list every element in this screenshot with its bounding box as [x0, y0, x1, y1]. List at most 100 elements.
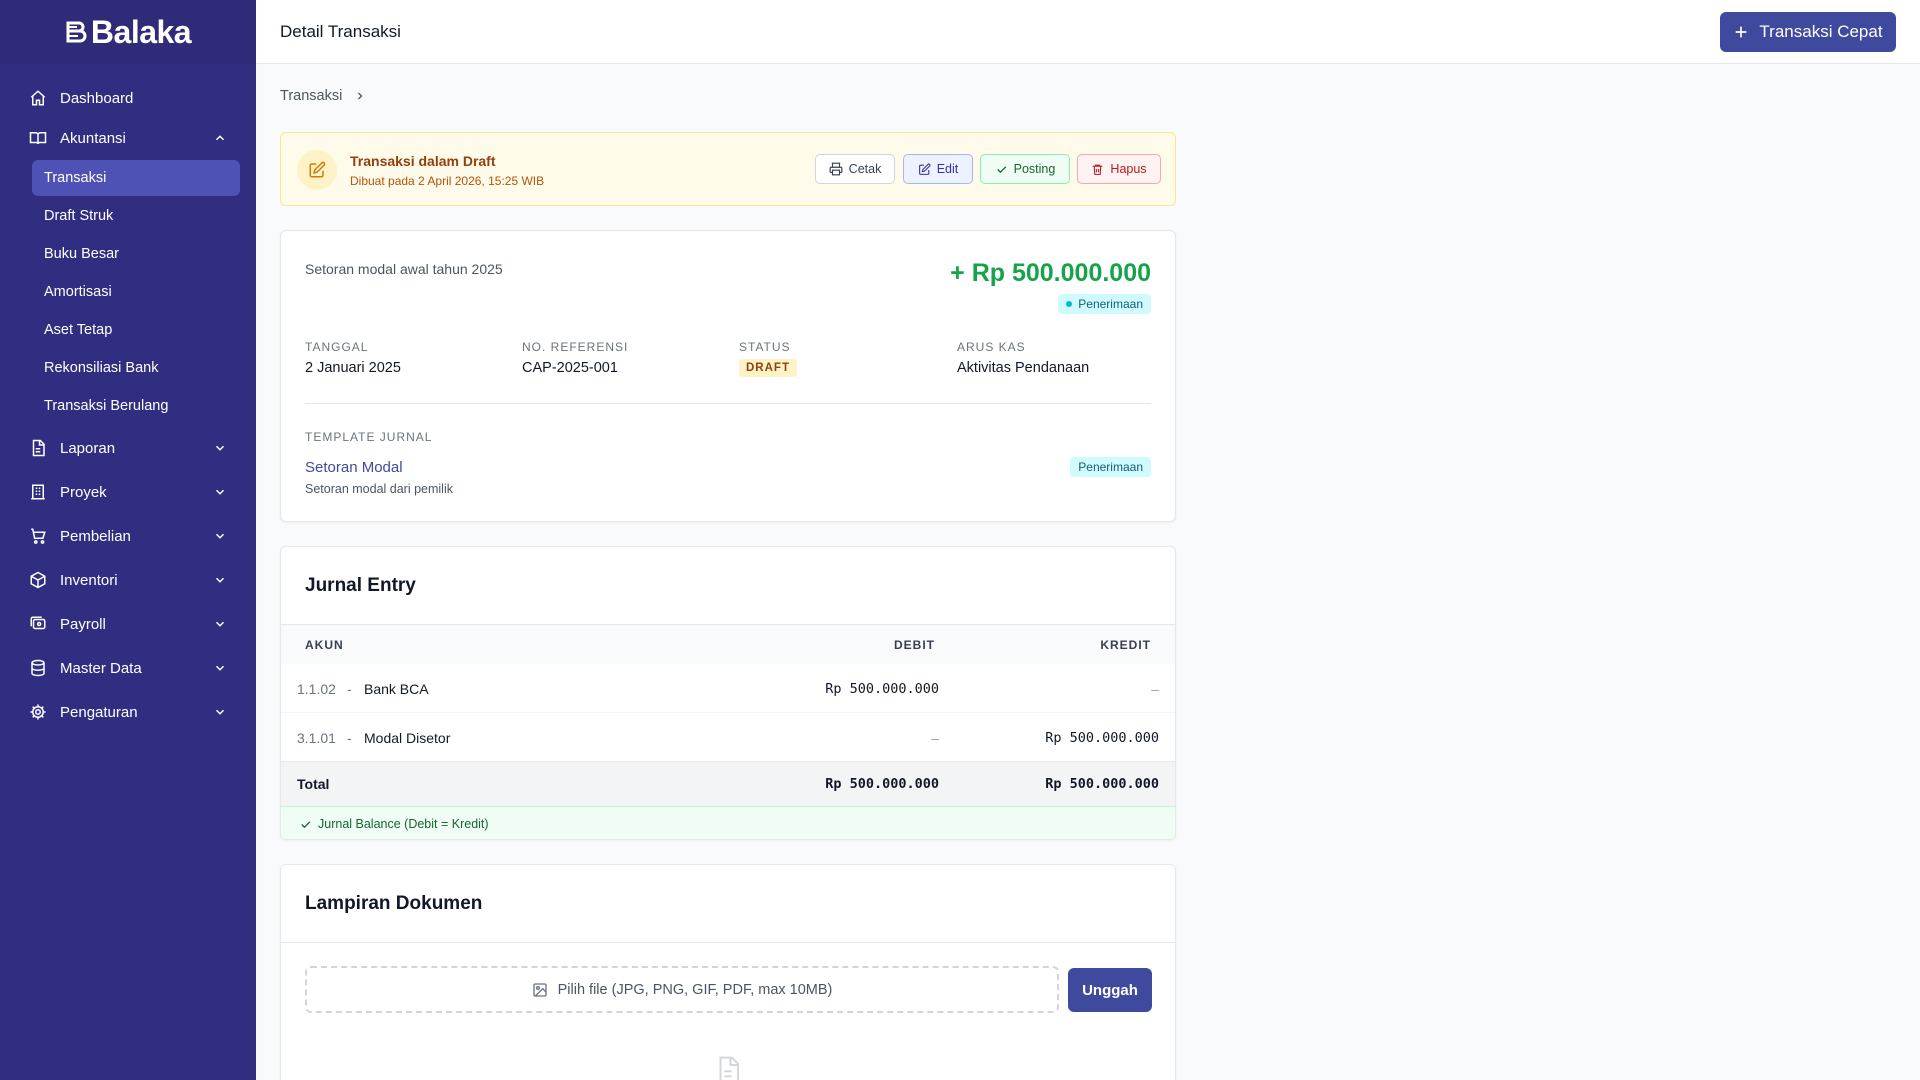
- meta-label: STATUS: [739, 340, 791, 354]
- account-code: 3.1.01: [297, 730, 336, 746]
- journal-table-header: AKUN DEBIT KREDIT: [281, 624, 1175, 664]
- sidebar-subitem-transaksi[interactable]: Transaksi: [32, 160, 240, 196]
- sidebar-subitem-draft-struk[interactable]: Draft Struk: [44, 208, 114, 224]
- chevron-down-icon: [212, 440, 228, 456]
- sidebar-subitem-amortisasi[interactable]: Amortisasi: [44, 284, 112, 300]
- breadcrumb: Transaksi: [280, 88, 366, 104]
- debit-value: –: [931, 730, 939, 746]
- sidebar: Balaka Dashboard Akuntansi Transaksi Dra…: [0, 0, 256, 1080]
- sidebar-item-master-data[interactable]: Master Data: [0, 646, 256, 690]
- chevron-down-icon: [212, 484, 228, 500]
- sidebar-item-label: Akuntansi: [60, 129, 126, 147]
- status-badge: DRAFT: [739, 359, 797, 377]
- template-label: TEMPLATE JURNAL: [305, 430, 433, 444]
- edit-icon: [918, 162, 931, 175]
- sidebar-item-laporan[interactable]: Laporan: [0, 426, 256, 470]
- check-icon: [996, 165, 1006, 173]
- app-logo[interactable]: Balaka: [0, 0, 256, 64]
- sidebar-item-label: Dashboard: [60, 89, 134, 107]
- chevron-down-icon: [212, 704, 228, 720]
- column-header-account: AKUN: [305, 638, 344, 652]
- edit-draft-icon: [297, 150, 337, 190]
- file-picker[interactable]: Pilih file (JPG, PNG, GIF, PDF, max 10MB…: [305, 966, 1059, 1013]
- document-icon: [713, 1055, 743, 1080]
- print-button[interactable]: Cetak: [815, 154, 895, 184]
- sidebar-subitem-aset-tetap[interactable]: Aset Tetap: [44, 322, 113, 338]
- account-separator: -: [347, 681, 352, 697]
- sidebar-item-proyek[interactable]: Proyek: [0, 470, 256, 514]
- sidebar-item-label: Pembelian: [60, 527, 131, 545]
- credit-value: –: [1151, 681, 1159, 697]
- chevron-up-icon: [212, 130, 228, 146]
- posting-button[interactable]: Posting: [980, 154, 1070, 184]
- sidebar-item-payroll[interactable]: Payroll: [0, 602, 256, 646]
- sidebar-item-akuntansi[interactable]: Akuntansi: [0, 118, 256, 158]
- home-icon: [28, 88, 48, 108]
- plus-icon: [1736, 26, 1747, 38]
- sidebar-item-dashboard[interactable]: Dashboard: [0, 78, 256, 118]
- meta-reference: NO. REFERENSI CAP-2025-001: [522, 340, 628, 376]
- template-link[interactable]: Setoran Modal: [305, 459, 403, 476]
- table-row: 1.1.02 - Bank BCA Rp 500.000.000 –: [281, 664, 1175, 713]
- gear-icon: [28, 702, 48, 722]
- badge-dot-icon: [1066, 301, 1073, 307]
- edit-button[interactable]: Edit: [903, 154, 973, 184]
- sidebar-subitem-rekonsiliasi-bank[interactable]: Rekonsiliasi Bank: [44, 360, 159, 376]
- credit-value: Rp 500.000.000: [1045, 730, 1159, 746]
- chevron-down-icon: [212, 616, 228, 632]
- cart-icon: [28, 526, 48, 546]
- meta-label: ARUS KAS: [957, 340, 1026, 354]
- column-header-debit: DEBIT: [894, 638, 935, 652]
- building-icon: [28, 482, 48, 502]
- sidebar-item-inventori[interactable]: Inventori: [0, 558, 256, 602]
- posting-label: Posting: [1013, 162, 1056, 176]
- quick-transaction-button[interactable]: Transaksi Cepat: [1720, 12, 1896, 52]
- meta-label: TANGGAL: [305, 340, 369, 354]
- top-header: Detail Transaksi Transaksi Cepat: [256, 0, 1920, 64]
- draft-banner: Transaksi dalam Draft Dibuat pada 2 Apri…: [280, 132, 1176, 206]
- sidebar-nav: Dashboard Akuntansi Transaksi Draft Stru…: [0, 64, 256, 734]
- sidebar-item-label: Master Data: [60, 659, 142, 677]
- delete-button[interactable]: Hapus: [1077, 154, 1161, 184]
- transaction-description: Setoran modal awal tahun 2025: [305, 261, 503, 277]
- divider: [281, 942, 1175, 943]
- account-separator: -: [347, 730, 352, 746]
- meta-value: 2 Januari 2025: [305, 360, 401, 376]
- divider: [305, 403, 1151, 404]
- logo-icon: [66, 21, 87, 43]
- account-code: 1.1.02: [297, 681, 336, 697]
- app-name: Balaka: [90, 13, 192, 50]
- chevron-down-icon: [212, 528, 228, 544]
- transaction-type-badge: Penerimaan: [1058, 294, 1151, 314]
- total-debit: Rp 500.000.000: [825, 776, 939, 792]
- sidebar-subitem-transaksi-berulang[interactable]: Transaksi Berulang: [44, 398, 169, 414]
- journal-total-row: Total Rp 500.000.000 Rp 500.000.000: [281, 761, 1175, 806]
- debit-value: Rp 500.000.000: [825, 681, 939, 697]
- account-name: Modal Disetor: [364, 730, 451, 746]
- sidebar-subitem-buku-besar[interactable]: Buku Besar: [44, 246, 119, 262]
- meta-cashflow: ARUS KAS Aktivitas Pendanaan: [957, 340, 1089, 376]
- table-row: 3.1.01 - Modal Disetor – Rp 500.000.000: [281, 713, 1175, 762]
- delete-label: Hapus: [1110, 162, 1147, 176]
- balance-note: Jurnal Balance (Debit = Kredit): [318, 817, 489, 831]
- banner-subtitle: Dibuat pada 2 April 2026, 15:25 WIB: [350, 174, 545, 188]
- image-icon: [532, 982, 547, 997]
- print-label: Cetak: [848, 162, 882, 176]
- balance-status: Jurnal Balance (Debit = Kredit): [281, 806, 1175, 839]
- sidebar-item-pengaturan[interactable]: Pengaturan: [0, 690, 256, 734]
- template-type-badge: Penerimaan: [1070, 457, 1151, 477]
- account-name: Bank BCA: [364, 681, 429, 697]
- journal-entry-card: Jurnal Entry AKUN DEBIT KREDIT 1.1.02 - …: [280, 546, 1176, 840]
- upload-button[interactable]: Unggah: [1068, 968, 1152, 1012]
- meta-label: NO. REFERENSI: [522, 340, 629, 354]
- edit-label: Edit: [936, 162, 959, 176]
- meta-date: TANGGAL 2 Januari 2025: [305, 340, 401, 376]
- breadcrumb-item-transaksi[interactable]: Transaksi: [280, 88, 343, 104]
- total-label: Total: [297, 776, 330, 792]
- chevron-right-icon: [358, 92, 363, 100]
- sidebar-item-pembelian[interactable]: Pembelian: [0, 514, 256, 558]
- attachments-title: Lampiran Dokumen: [305, 893, 483, 914]
- transaction-amount: + Rp 500.000.000: [950, 259, 1151, 287]
- file-picker-label: Pilih file (JPG, PNG, GIF, PDF, max 10MB…: [557, 981, 833, 998]
- printer-icon: [829, 162, 843, 176]
